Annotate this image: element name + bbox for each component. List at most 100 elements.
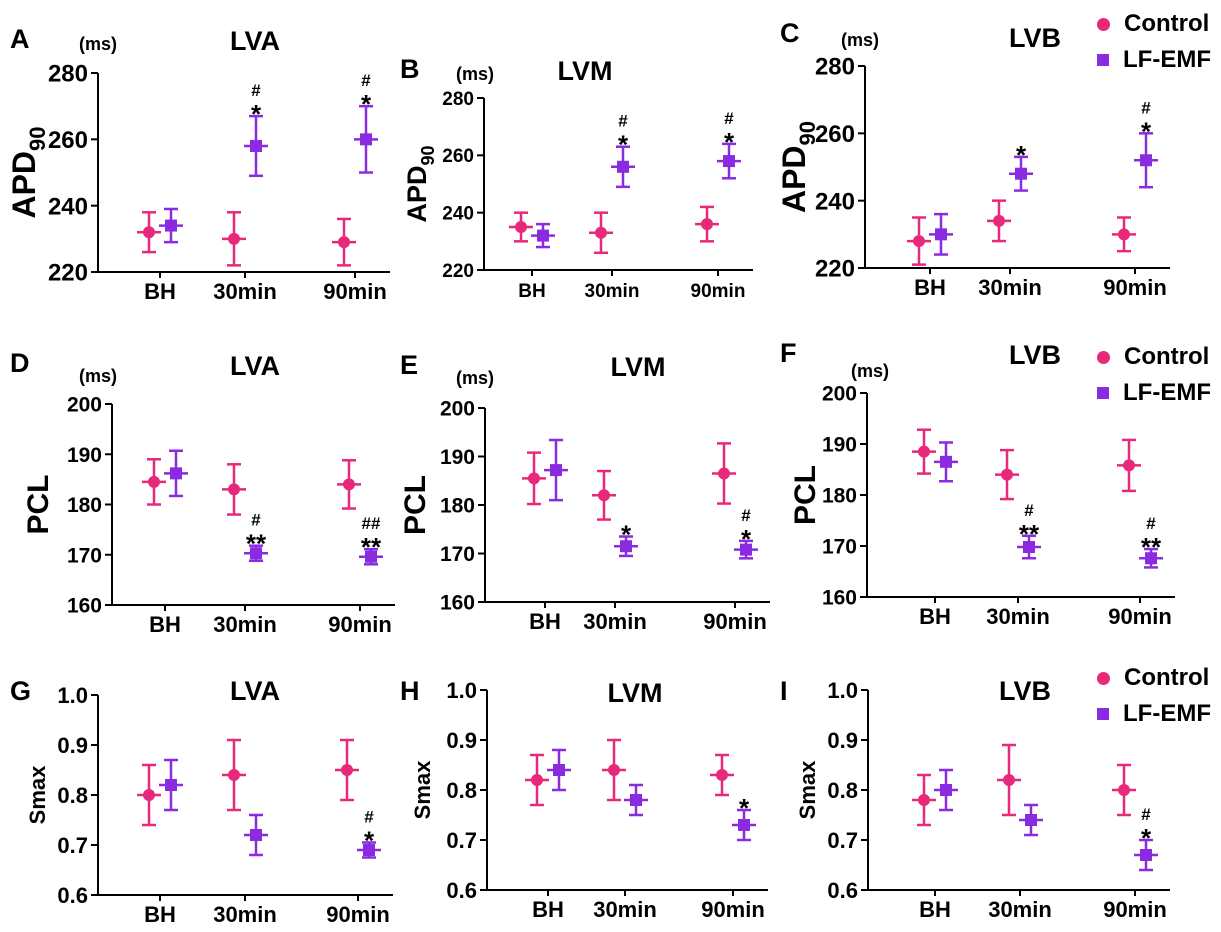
legend-item-lfemf: LF-EMF xyxy=(1097,379,1211,407)
y-tick-label: 260 xyxy=(442,146,474,167)
y-tick-label: 220 xyxy=(815,256,855,283)
data-point-lfemf xyxy=(537,229,549,242)
significance-star: ** xyxy=(1019,519,1040,549)
x-tick-label: 30min xyxy=(986,604,1050,629)
y-tick-label: 180 xyxy=(822,485,857,508)
data-point-control xyxy=(595,226,607,239)
data-point-lfemf xyxy=(738,819,750,831)
data-point-control xyxy=(993,214,1005,227)
data-point-control xyxy=(143,226,155,239)
y-axis-label: PCL xyxy=(399,475,432,535)
panel-letter: B xyxy=(400,54,420,84)
data-point-lfemf xyxy=(363,844,375,856)
y-tick-label: 0.6 xyxy=(827,878,858,903)
y-axis-label: APD90 xyxy=(6,126,50,218)
data-point-lfemf xyxy=(250,547,262,560)
x-tick-label: 30min xyxy=(585,281,640,302)
y-tick-label: 200 xyxy=(822,383,857,406)
y-tick-label: 190 xyxy=(822,434,857,457)
significance-star: * xyxy=(364,826,375,856)
significance-hash: # xyxy=(1024,501,1034,520)
data-point-lfemf xyxy=(1015,167,1027,180)
y-tick-label: 0.8 xyxy=(827,778,858,803)
lfemf-marker-icon xyxy=(1097,54,1109,66)
y-tick-label: 0.8 xyxy=(57,783,88,808)
y-tick-label: 0.6 xyxy=(446,878,477,903)
x-tick-label: BH xyxy=(532,897,564,922)
y-tick-label: 0.9 xyxy=(827,728,858,753)
panel-i: I LVB Smax 0.6 0.7 0.8 0.9 1.0 BH 30min 90min *# xyxy=(780,676,1170,922)
data-point-control xyxy=(1118,228,1130,241)
legend-lfemf-label: LF-EMF xyxy=(1123,700,1211,727)
significance-hash: ## xyxy=(362,514,381,533)
data-point-lfemf xyxy=(740,543,752,556)
y-tick-label: 180 xyxy=(440,495,475,518)
significance-hash: # xyxy=(1141,805,1151,824)
panel-title: LVB xyxy=(1009,23,1061,53)
data-point-lfemf xyxy=(1140,849,1152,861)
panel-h: H LVM Smax 0.6 0.7 0.8 0.9 1.0 BH 30min 90min * xyxy=(400,676,768,922)
y-tick-label: 160 xyxy=(822,587,857,610)
unit-label: (ms) xyxy=(456,368,494,388)
significance-star: * xyxy=(361,89,372,119)
legend-lfemf-label: LF-EMF xyxy=(1123,379,1211,406)
y-axis-label: APD90 xyxy=(776,121,820,213)
significance-star: ** xyxy=(1141,532,1162,562)
y-tick-label: 220 xyxy=(48,260,88,287)
data-point-lfemf xyxy=(365,550,377,563)
data-point-lfemf xyxy=(360,133,372,146)
unit-label: (ms) xyxy=(851,361,889,381)
panel-f: F LVB (ms) PCL 160 170 180 190 200 BH 30min 90min **… xyxy=(780,338,1175,629)
data-point-control xyxy=(343,478,355,491)
y-tick-label: 1.0 xyxy=(57,683,88,708)
data-point-lfemf xyxy=(165,779,177,791)
data-point-control xyxy=(338,236,350,249)
significance-hash: # xyxy=(364,808,374,827)
data-point-control xyxy=(608,764,620,776)
data-point-lfemf xyxy=(550,464,562,477)
significance-star: * xyxy=(724,127,735,157)
unit-label: (ms) xyxy=(79,366,117,386)
panel-letter: G xyxy=(10,676,31,706)
x-tick-label: 30min xyxy=(213,902,277,927)
data-point-lfemf xyxy=(1023,541,1035,554)
y-tick-label: 200 xyxy=(440,398,475,421)
panel-e: E LVM (ms) PCL 160 170 180 190 200 BH 30min 90min * *… xyxy=(399,350,770,634)
data-point-control xyxy=(528,472,540,485)
panel-letter: E xyxy=(400,350,418,380)
x-tick-label: 90min xyxy=(1103,275,1167,300)
legend-item-control: Control xyxy=(1097,343,1209,371)
panel-title: LVA xyxy=(230,676,280,706)
x-tick-label: BH xyxy=(919,897,951,922)
control-marker-icon xyxy=(1097,350,1110,364)
data-point-control xyxy=(148,475,160,488)
significance-hash: # xyxy=(251,81,261,100)
panel-letter: A xyxy=(10,24,30,54)
data-point-control xyxy=(918,794,930,806)
data-point-lfemf xyxy=(165,219,177,232)
x-tick-label: BH xyxy=(919,604,951,629)
significance-star: * xyxy=(739,793,750,823)
panel-g: G LVA Smax 0.6 0.7 0.8 0.9 1.0 BH 30min 90min *# xyxy=(10,676,393,927)
x-tick-label: 90min xyxy=(691,281,746,302)
data-point-control xyxy=(718,467,730,480)
y-tick-label: 0.7 xyxy=(446,828,477,853)
data-point-lfemf xyxy=(250,139,262,152)
y-axis-label: PCL xyxy=(789,465,822,525)
significance-hash: # xyxy=(741,506,751,525)
y-axis-label: PCL xyxy=(22,475,55,535)
data-point-control xyxy=(716,769,728,781)
y-axis-label: Smax xyxy=(795,760,820,819)
panel-title: LVM xyxy=(608,678,663,708)
panel-d: D LVA (ms) PCL 160 170 180 190 200 BH 30min 90min **… xyxy=(10,348,395,637)
significance-star: * xyxy=(1016,140,1027,170)
data-point-lfemf xyxy=(940,455,952,468)
panel-title: LVB xyxy=(999,676,1051,706)
data-point-control xyxy=(701,218,713,231)
y-tick-label: 160 xyxy=(440,592,475,615)
data-point-control xyxy=(1003,774,1015,786)
data-point-lfemf xyxy=(553,764,565,776)
x-tick-label: 30min xyxy=(213,279,277,304)
legend-item-lfemf: LF-EMF xyxy=(1097,46,1211,74)
